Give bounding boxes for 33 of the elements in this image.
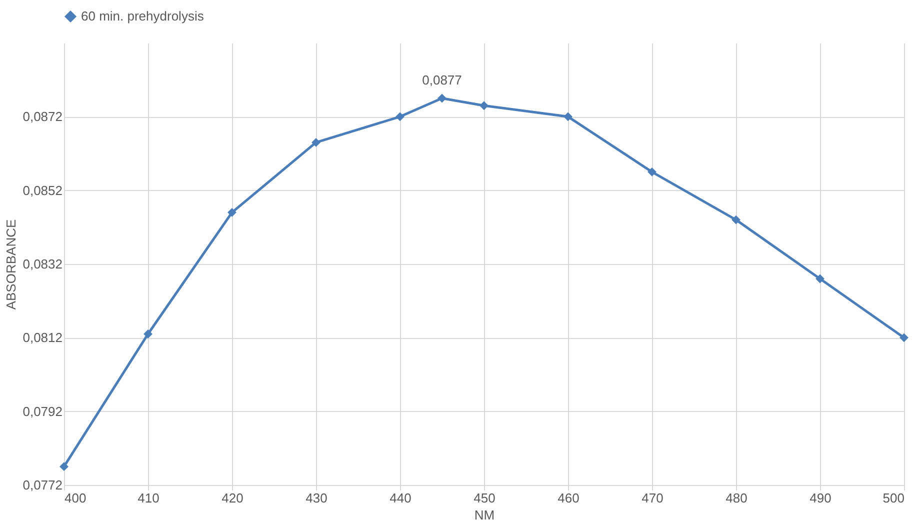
y-axis-title: ABSORBANCE <box>4 219 19 310</box>
point <box>228 208 236 217</box>
y-tick-label: 0,0792 <box>22 404 62 419</box>
x-tick-label: 460 <box>558 490 580 506</box>
y-tick-label: 0,0772 <box>22 478 62 492</box>
x-tick-label: 480 <box>726 490 748 506</box>
x-tick-label: 440 <box>390 490 412 506</box>
point <box>396 112 404 122</box>
legend-label: 60 min. prehydrolysis <box>81 8 204 24</box>
x-tick-label: 420 <box>222 490 244 506</box>
point <box>144 330 152 338</box>
x-tick-label: 400 <box>64 490 86 506</box>
point <box>60 462 68 472</box>
x-tick-label: 410 <box>138 490 160 506</box>
x-tick-label: 450 <box>474 490 496 506</box>
x-tick-label: 430 <box>306 490 328 506</box>
x-tick-label: 490 <box>810 490 832 506</box>
x-axis-title: NM <box>474 508 495 522</box>
point <box>648 167 656 176</box>
y-tick-label: 0,0852 <box>22 182 62 198</box>
x-tick-label: 500 <box>882 490 904 506</box>
y-tick-label: 0,0812 <box>22 330 62 346</box>
point <box>312 138 320 147</box>
y-tick-label: 0,0872 <box>22 109 62 124</box>
point <box>480 101 488 110</box>
point <box>564 112 572 122</box>
point <box>816 274 824 284</box>
data-label: 0,0877 <box>422 72 462 88</box>
y-tick-label: 0,0832 <box>22 256 62 272</box>
point <box>900 333 908 342</box>
point <box>732 215 740 224</box>
x-tick-label: 470 <box>642 490 664 506</box>
point <box>438 94 446 103</box>
